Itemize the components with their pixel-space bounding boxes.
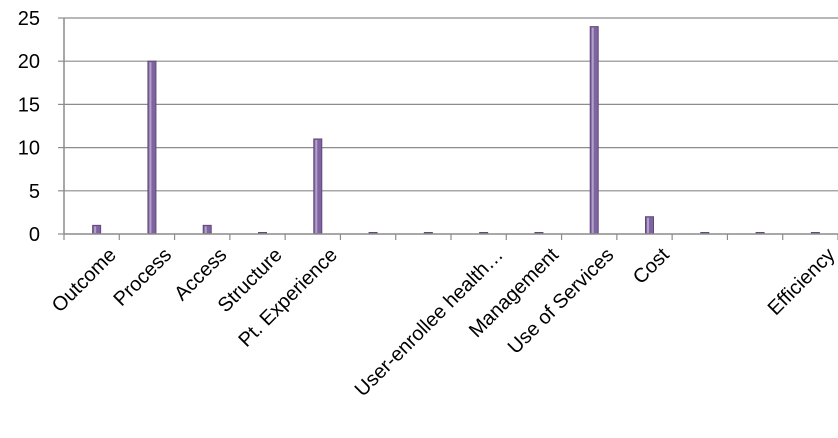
- bar: [645, 216, 654, 235]
- gridlines: [64, 17, 838, 192]
- y-tick-labels: 0 5 10 15 20 25: [18, 8, 40, 246]
- bar: [92, 224, 102, 235]
- bar-highlight: [204, 226, 207, 233]
- bar-highlight: [149, 62, 152, 234]
- x-category-label: Cost: [629, 244, 674, 289]
- x-category-label: Efficiency: [764, 244, 838, 320]
- y-tick-label: 5: [29, 181, 40, 203]
- x-category-label: Outcome: [48, 244, 121, 317]
- bar-series: [92, 26, 820, 235]
- x-category-label: Pt. Experience: [234, 244, 342, 352]
- bar: [202, 224, 212, 235]
- bar-highlight: [647, 217, 649, 233]
- bar-highlight: [94, 226, 97, 233]
- x-category-label: Process: [109, 244, 176, 311]
- y-tick-label: 25: [18, 8, 40, 30]
- axes: [58, 17, 838, 240]
- bar-highlight: [591, 27, 594, 233]
- y-tick-label: 20: [18, 51, 40, 73]
- y-tick-label: 0: [29, 224, 40, 246]
- y-tick-label: 10: [18, 138, 40, 160]
- y-tick-label: 15: [18, 94, 40, 116]
- bar: [589, 26, 599, 235]
- bar: [313, 138, 323, 235]
- bar-highlight: [315, 139, 318, 233]
- bar: [147, 60, 157, 235]
